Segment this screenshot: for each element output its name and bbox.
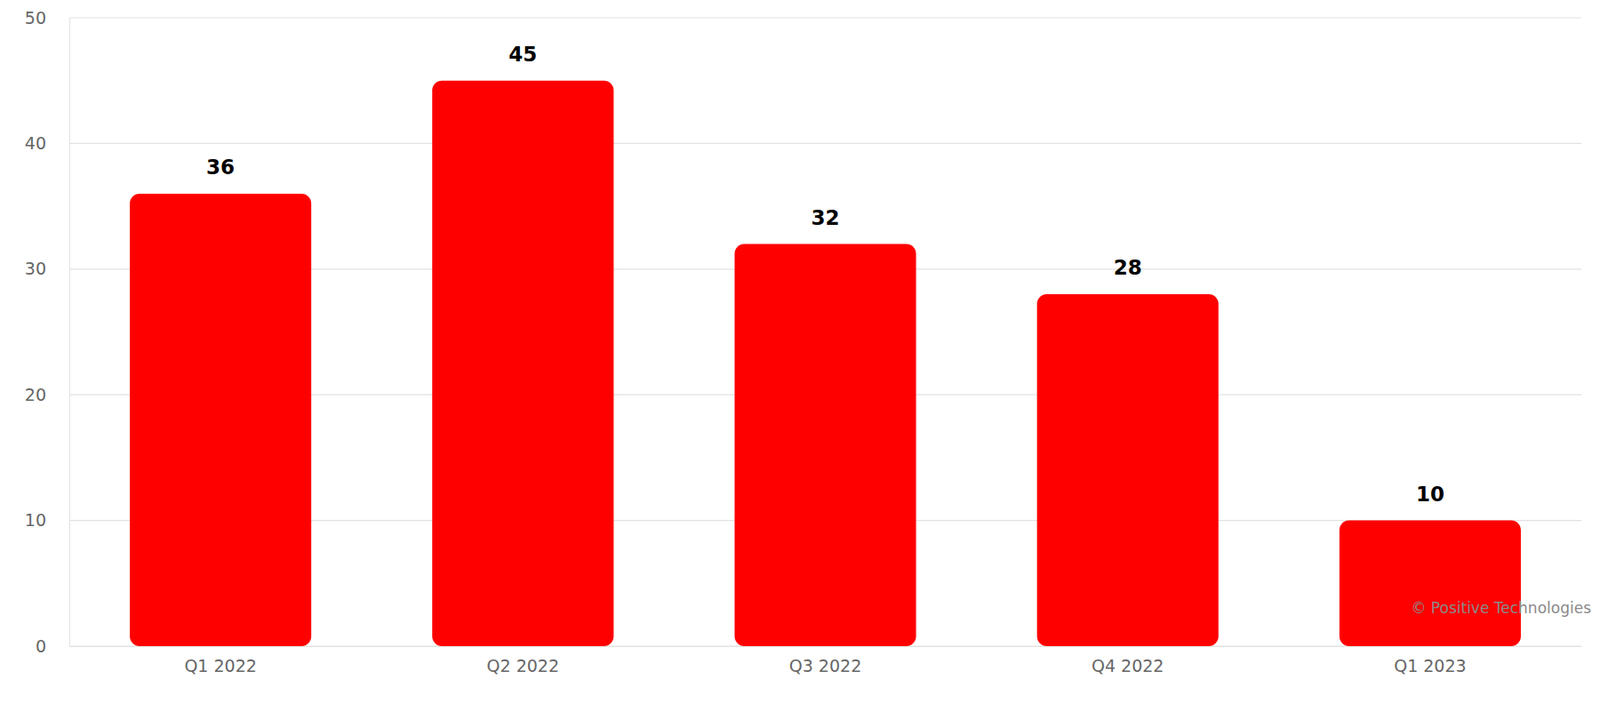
data-label: 28 — [1113, 256, 1143, 280]
data-label: 45 — [508, 42, 537, 66]
y-tick-label: 10 — [24, 510, 47, 530]
y-axis-line — [69, 18, 71, 648]
grid-line — [69, 16, 1582, 18]
x-tick: Q1 2023 — [1393, 646, 1466, 676]
y-tick-label: 20 — [24, 384, 47, 405]
bar — [432, 80, 614, 647]
y-tick: 0 — [35, 636, 70, 656]
bar — [129, 193, 312, 647]
plot: 01020304050Q1 2022Q2 2022Q3 2022Q4 2022Q… — [24, 8, 1583, 677]
y-tick: 30 — [24, 258, 70, 279]
x-tick: Q3 2022 — [789, 646, 862, 676]
y-tick-label: 0 — [35, 636, 47, 656]
grid — [69, 17, 1582, 647]
x-tick-label: Q4 2022 — [1091, 656, 1164, 676]
bar — [734, 244, 916, 647]
x-tick: Q1 2022 — [184, 646, 256, 676]
x-axis-line — [70, 646, 1583, 648]
bars — [129, 80, 1521, 647]
x-tick-label: Q1 2022 — [184, 656, 256, 676]
y-tick: 50 — [24, 8, 70, 28]
chart: 01020304050Q1 2022Q2 2022Q3 2022Q4 2022Q… — [0, 0, 1600, 711]
data-labels: 36 45 32 28 10 — [206, 42, 1445, 506]
y-tick-label: 50 — [24, 8, 47, 28]
watermark: © Positive Technologies — [1410, 599, 1592, 617]
y-tick-label: 40 — [24, 133, 47, 153]
y-axis: 0 10 20 30 40 50 — [24, 8, 71, 656]
data-label: 10 — [1416, 482, 1445, 506]
x-tick: Q2 2022 — [487, 646, 560, 676]
data-label: 36 — [206, 155, 235, 179]
y-tick: 40 — [24, 133, 70, 153]
y-tick: 10 — [24, 510, 70, 530]
x-axis: Q1 2022 Q2 2022 Q3 2022 Q4 2022 Q1 2023 — [70, 646, 1583, 676]
bar — [1339, 520, 1521, 647]
x-tick-label: Q1 2023 — [1393, 656, 1466, 676]
data-label: 32 — [810, 206, 840, 230]
grid-line — [69, 143, 1582, 144]
x-tick: Q4 2022 — [1091, 646, 1164, 676]
x-tick-label: Q2 2022 — [487, 656, 560, 676]
bar — [1037, 294, 1219, 647]
y-tick-label: 30 — [24, 258, 47, 279]
x-tick-label: Q3 2022 — [789, 656, 862, 676]
y-tick: 20 — [24, 384, 70, 405]
